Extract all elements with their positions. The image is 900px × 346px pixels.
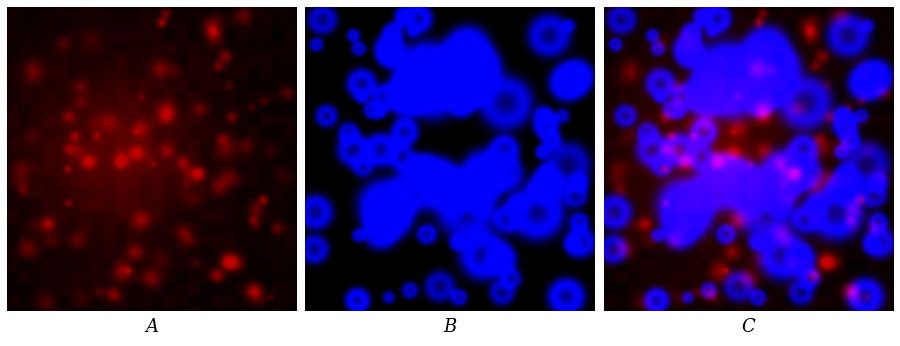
Text: C: C bbox=[742, 318, 755, 336]
Text: B: B bbox=[444, 318, 456, 336]
Text: A: A bbox=[145, 318, 158, 336]
